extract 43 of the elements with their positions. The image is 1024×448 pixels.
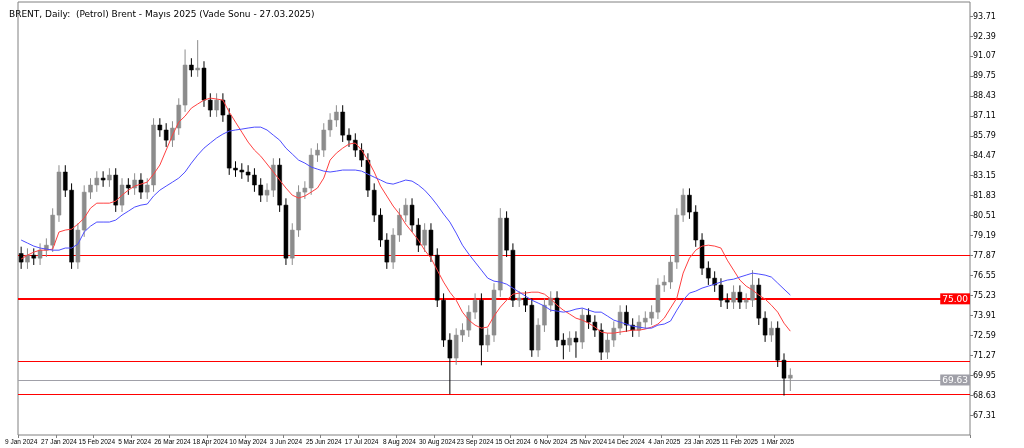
y-tick-label: 69.95 — [973, 370, 996, 380]
y-tick-label: 75.23 — [973, 290, 996, 300]
candlestick — [25, 247, 30, 270]
candlestick — [422, 222, 427, 253]
candlestick — [18, 246, 24, 270]
candlestick — [769, 320, 774, 343]
y-tick-label: 73.91 — [973, 310, 996, 320]
candlestick — [214, 92, 219, 118]
y-tick-label: 89.75 — [973, 71, 996, 81]
y-tick-label: 83.15 — [973, 171, 996, 181]
y-tick-label: 84.47 — [973, 151, 996, 161]
y-tick-label: 92.39 — [973, 31, 996, 41]
candlestick — [119, 177, 125, 213]
y-tick-label: 87.11 — [973, 111, 996, 121]
candlestick — [37, 242, 43, 266]
text: BRENT, Daily: (Petrol) Brent - Mayıs 2025 (Vade Sonu - 27.03.2025) — [9, 8, 315, 19]
y-tick-label: 81.83 — [973, 191, 996, 201]
y-tick-label: 85.79 — [973, 131, 996, 141]
candlestick — [195, 39, 200, 78]
y-tick-label: 72.59 — [973, 330, 996, 340]
y-tick-label: 80.51 — [973, 211, 996, 221]
y-tick-label: 91.07 — [973, 51, 996, 61]
y-tick-label: 88.43 — [973, 91, 996, 101]
candlestick — [598, 322, 604, 361]
y-tick-label: 67.31 — [973, 410, 996, 420]
candlestick — [788, 367, 793, 392]
candlestick — [731, 284, 736, 310]
candlestick — [107, 167, 112, 188]
candlestick — [100, 170, 106, 188]
candlestick — [573, 330, 579, 359]
y-tick-label: 71.27 — [973, 350, 996, 360]
candlestick — [567, 330, 572, 353]
candlestick — [189, 57, 194, 78]
y-tick-label: 79.19 — [973, 231, 996, 240]
y-tick-label: 76.55 — [973, 270, 996, 280]
y-tick-label: 93.71 — [973, 11, 996, 21]
candlestick — [624, 304, 629, 333]
ref-line-label: 75.00 — [942, 293, 969, 304]
ref-line-label: 69.63 — [942, 374, 968, 385]
y-tick-label: 77.87 — [973, 250, 996, 260]
y-tick-label: 68.63 — [973, 390, 996, 400]
candlestick — [737, 284, 743, 310]
candlestick — [138, 172, 144, 200]
